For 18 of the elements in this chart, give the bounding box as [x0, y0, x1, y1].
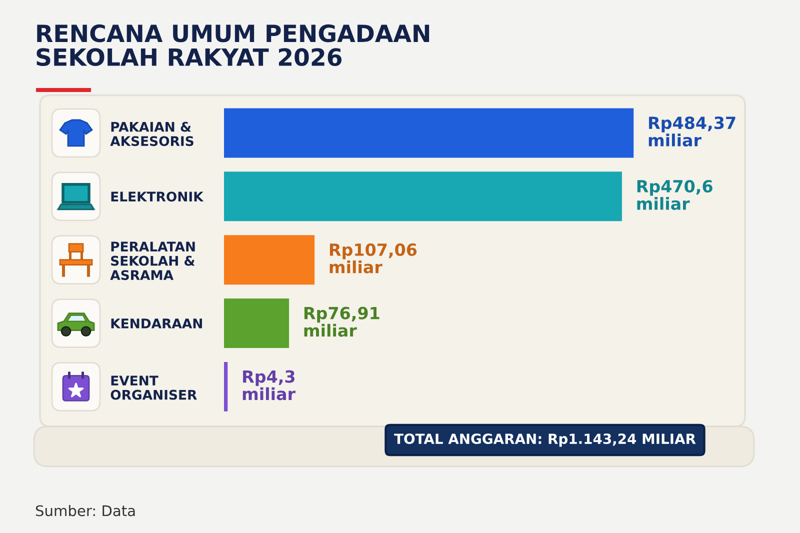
bar: [224, 172, 622, 222]
data-label: Rp76,91 miliar: [304, 306, 380, 337]
data-label: Rp107,06 miliar: [330, 243, 417, 274]
y-tick-label: PERALATAN SEKOLAH & ASRAMA: [110, 242, 195, 280]
bar: [224, 235, 315, 285]
text: TOTAL ANGGARAN: Rp1.143,24 MILIAR: [394, 434, 696, 447]
y-tick-label: PAKAIAN & AKSESORIS: [110, 122, 194, 146]
bar: [224, 108, 634, 158]
y-tick-label: ELEKTRONIK: [111, 192, 204, 202]
bar: [224, 298, 290, 348]
bar: [224, 362, 228, 412]
data-label: Rp4,3 miliar: [242, 370, 296, 400]
y-tick-label: EVENT ORGANISER: [110, 376, 197, 400]
data-label: Rp484,37 miliar: [648, 116, 736, 147]
text: Sumber: Data: [36, 504, 135, 516]
data-label: Rp470,6 miliar: [637, 180, 712, 210]
y-tick-label: KENDARAAN: [111, 318, 202, 328]
chart-title: RENCANA UMUM PENGADAAN SEKOLAH RAKYAT 2026: [36, 24, 430, 66]
